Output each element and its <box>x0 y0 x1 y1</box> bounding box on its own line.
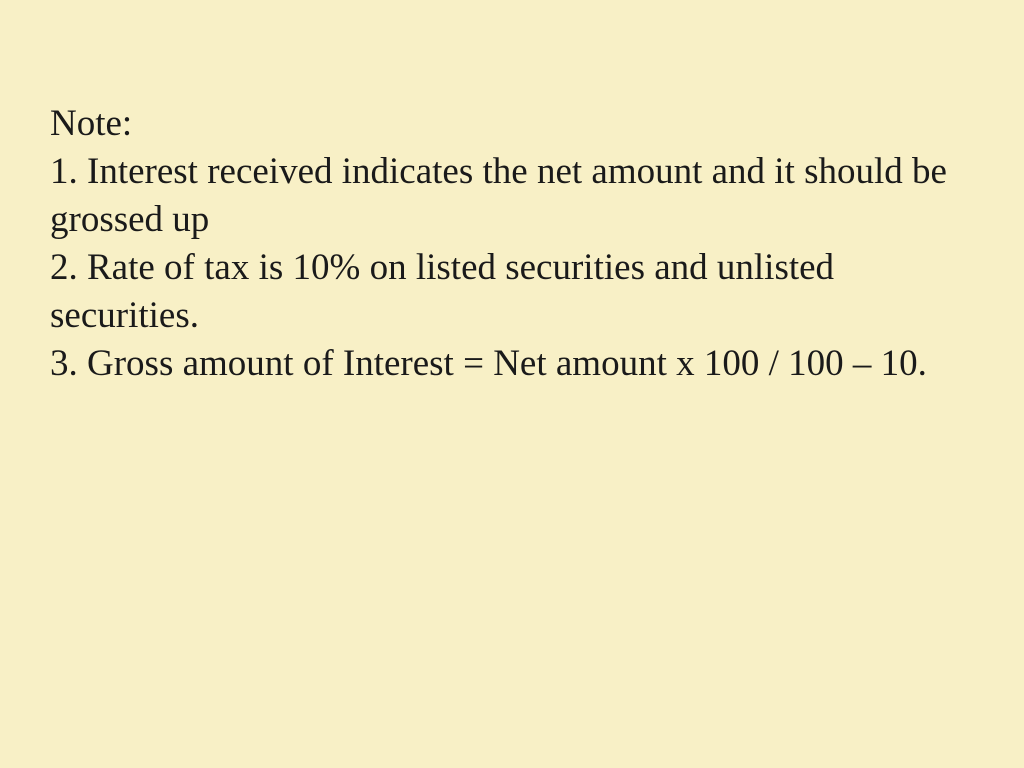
note-item-2: 2. Rate of tax is 10% on listed securiti… <box>50 244 974 340</box>
note-item-1: 1. Interest received indicates the net a… <box>50 148 974 244</box>
slide-container: Note: 1. Interest received indicates the… <box>0 0 1024 768</box>
note-heading: Note: <box>50 100 974 148</box>
note-item-3: 3. Gross amount of Interest = Net amount… <box>50 340 974 388</box>
slide-content: Note: 1. Interest received indicates the… <box>50 100 974 389</box>
